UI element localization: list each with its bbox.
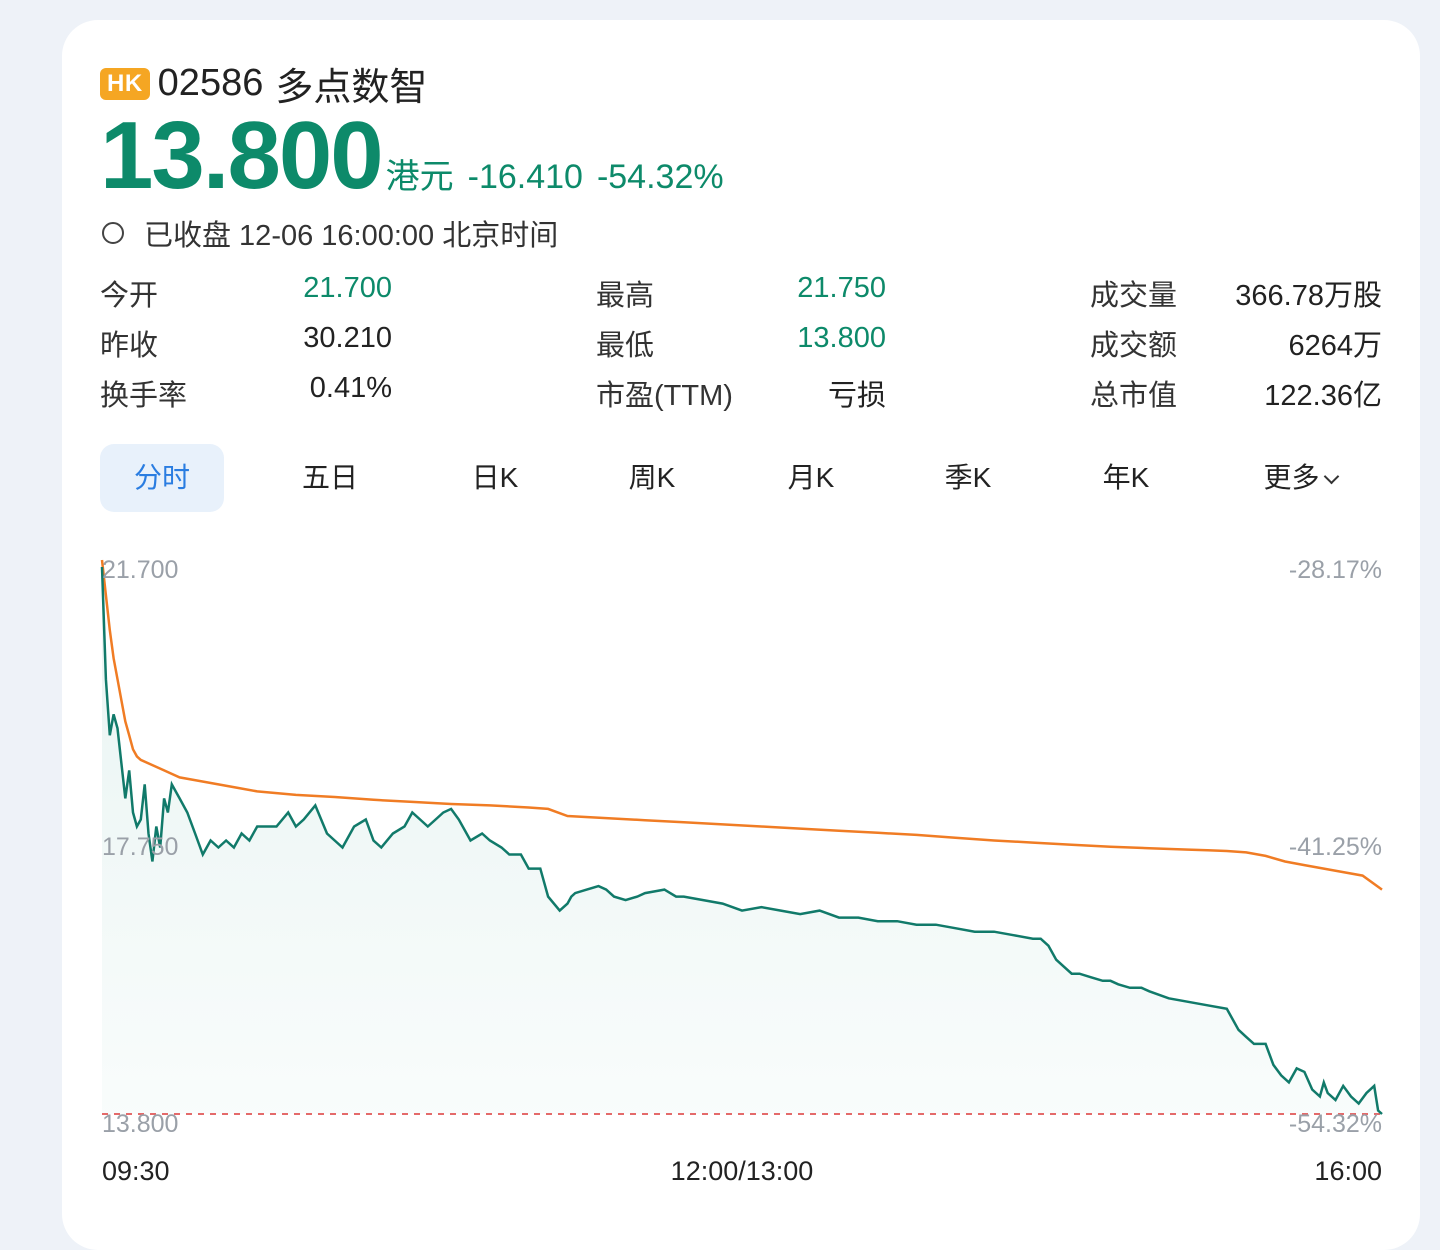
stat-label: 今开 — [100, 280, 159, 312]
stat-label: 市盈(TTM) — [596, 380, 733, 412]
x-tick-label: 16:00 — [1314, 1156, 1382, 1186]
stats-row: 换手率 0.41% 市盈(TTM) 亏损 总市值 122.36亿 — [100, 372, 1382, 422]
market-status: 已收盘 12-06 16:00:00 北京时间 — [102, 212, 558, 254]
stat-label: 换手率 — [100, 380, 188, 412]
intraday-chart: 21.700 17.750 13.800 -28.17% -41.25% -54.32% 0… — [100, 556, 1383, 1186]
last-price: 13.800 — [100, 102, 384, 209]
y-tick-label-right: -54.32% — [1289, 1110, 1382, 1138]
stat-label: 成交额 — [1090, 330, 1178, 362]
stat-value: 0.41% — [309, 372, 392, 404]
tab-quarterly-k[interactable]: 季K — [944, 462, 992, 493]
price-area — [102, 567, 1382, 1114]
stat-value: 6264万 — [1288, 330, 1382, 362]
y-tick-label-right: -41.25% — [1289, 833, 1382, 861]
stat-value: 366.78万股 — [1235, 280, 1382, 312]
y-tick-label-left: 17.750 — [102, 833, 178, 861]
stats-row: 今开 21.700 最高 21.750 成交量 366.78万股 — [100, 272, 1382, 322]
tab-five-day[interactable]: 五日 — [301, 462, 358, 493]
average-price-line — [100, 559, 1383, 891]
stock-name: 多点数智 — [275, 67, 428, 109]
stat-label: 昨收 — [100, 330, 159, 362]
tab-more[interactable]: 更多 — [1240, 444, 1360, 512]
stat-label: 最低 — [596, 330, 655, 362]
stock-code: 02586 — [157, 62, 264, 104]
quote-header: HK 02586 多点数智 — [100, 56, 427, 111]
stat-value: 21.750 — [797, 272, 886, 304]
price-change: -16.410 — [467, 158, 583, 196]
price-change-pct: -54.32% — [596, 158, 724, 196]
y-tick-label-left: 13.800 — [102, 1110, 178, 1138]
clock-icon — [102, 222, 124, 244]
chart-period-tabs: 分时 五日 日K 周K 月K 季K 年K 更多 — [100, 444, 1382, 512]
price-unit: 港元 — [385, 158, 454, 196]
stat-value: 21.700 — [303, 272, 392, 304]
x-tick-label: 12:00/13:00 — [671, 1156, 814, 1186]
market-badge: HK — [100, 67, 150, 100]
price-line — [100, 566, 1383, 1115]
y-tick-label-right: -28.17% — [1289, 556, 1382, 584]
stat-value: 13.800 — [797, 322, 886, 354]
tab-yearly-k[interactable]: 年K — [1102, 462, 1150, 493]
stat-label: 总市值 — [1090, 380, 1178, 412]
tab-intraday[interactable]: 分时 — [100, 444, 224, 512]
y-tick-label-left: 21.700 — [102, 556, 178, 584]
stat-value: 122.36亿 — [1264, 380, 1382, 412]
price-row: 13.800 港元 -16.410 -54.32% — [100, 108, 724, 204]
tab-daily-k[interactable]: 日K — [471, 462, 519, 493]
tab-monthly-k[interactable]: 月K — [787, 462, 835, 493]
stat-label: 最高 — [596, 280, 655, 312]
x-tick-label: 09:30 — [102, 1156, 170, 1186]
stat-label: 成交量 — [1090, 280, 1178, 312]
stats-row: 昨收 30.210 最低 13.800 成交额 6264万 — [100, 322, 1382, 372]
tab-weekly-k[interactable]: 周K — [628, 462, 676, 493]
stat-value: 亏损 — [827, 380, 886, 412]
tab-more-label: 更多 — [1263, 462, 1320, 493]
stats-grid: 今开 21.700 最高 21.750 成交量 366.78万股 昨收 30.2… — [100, 272, 1382, 422]
stat-value: 30.210 — [303, 322, 392, 354]
status-text: 已收盘 12-06 16:00:00 北京时间 — [144, 220, 559, 252]
